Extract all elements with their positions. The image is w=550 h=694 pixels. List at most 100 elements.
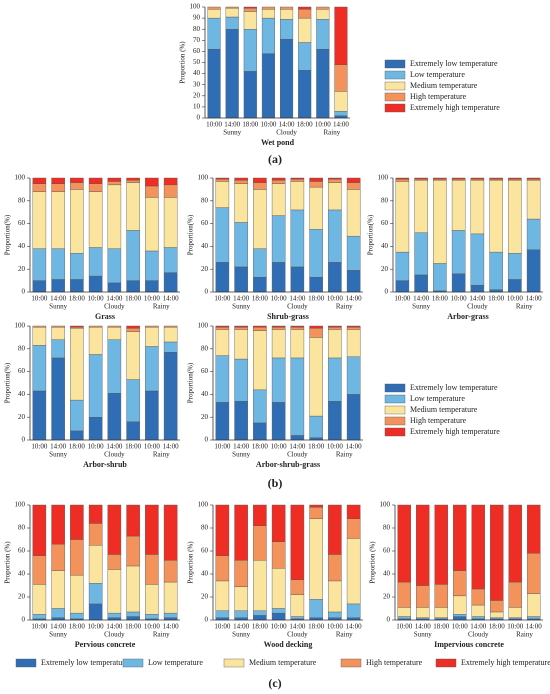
bar-segment <box>253 525 267 561</box>
bar-segment <box>328 326 342 330</box>
bar-segment <box>215 610 230 618</box>
bar-segment <box>51 326 65 340</box>
bar-segment <box>107 504 122 555</box>
bar-segment <box>32 326 47 346</box>
bar-segment <box>346 329 361 357</box>
legend-swatch <box>435 658 457 668</box>
bar-segment <box>107 612 122 618</box>
bar-segment <box>163 325 178 328</box>
bar-segment <box>225 29 239 119</box>
bar-segment <box>453 616 467 621</box>
x-tick-label: 18:00 <box>252 623 268 631</box>
x-tick-label: 18:00 <box>125 443 141 451</box>
bar-segment <box>490 600 504 613</box>
x-tick-label: 18:00 <box>488 295 504 303</box>
x-tick-label: 10:00 <box>327 623 343 631</box>
legend-label: Extremely high temperature <box>461 658 550 667</box>
legend-swatch <box>223 658 245 668</box>
bar-segment <box>416 504 430 586</box>
bar-segment <box>145 280 159 293</box>
bar-segment <box>290 209 305 268</box>
group-label: Rainy <box>336 631 353 639</box>
bar-segment <box>328 325 342 328</box>
bar-segment <box>470 180 485 235</box>
bar-segment <box>70 328 84 401</box>
legend-label: Extremely low temperature <box>41 658 129 667</box>
x-tick-label: 18:00 <box>252 443 268 451</box>
y-tick-label: 60 <box>381 219 389 227</box>
bar-segment <box>253 330 267 391</box>
x-tick-label: 14:00 <box>233 295 249 303</box>
bar-segment <box>290 329 305 359</box>
bar-segment <box>271 357 286 403</box>
x-tick-label: 10:00 <box>271 443 287 451</box>
group-label: Rainy <box>153 631 170 639</box>
bar-segment <box>280 19 294 40</box>
bar-segment <box>395 251 410 281</box>
group-label: Sunny <box>412 303 430 311</box>
x-tick-label: 18:00 <box>69 623 85 631</box>
bar-segment <box>453 504 467 571</box>
y-tick-label: 50 <box>193 58 201 66</box>
y-tick-label: 0 <box>385 288 389 296</box>
x-tick-label: 18:00 <box>308 623 324 631</box>
bar-segment <box>271 568 286 609</box>
bar-segment <box>309 229 323 278</box>
bar-segment <box>451 273 466 293</box>
bar-segment <box>207 6 221 10</box>
bar-segment <box>309 599 323 618</box>
y-tick-label: 90 <box>193 14 201 22</box>
y-tick-label: 20 <box>381 265 389 273</box>
bar-segment <box>207 9 221 19</box>
bar-segment <box>328 209 342 263</box>
x-tick-label: 14:00 <box>526 295 542 303</box>
x-tick-label: 14:00 <box>333 121 349 129</box>
y-tick-label: 60 <box>18 367 26 375</box>
bar-segment <box>215 580 230 612</box>
group-label: Cloudy <box>104 631 125 639</box>
x-tick-label: 18:00 <box>297 121 313 129</box>
bar-segment <box>145 346 159 392</box>
bar-segment <box>88 326 103 355</box>
bar-segment <box>243 7 257 12</box>
bar-segment <box>309 276 323 293</box>
bar-segment <box>126 230 140 281</box>
bar-segment <box>70 612 84 620</box>
bar-segment <box>271 608 286 614</box>
bar-segment <box>316 9 330 20</box>
bar-segment <box>309 177 323 182</box>
y-tick-label: 10 <box>193 103 201 111</box>
bar-segment <box>225 16 239 30</box>
x-tick-label: 10:00 <box>206 121 222 129</box>
bar-segment <box>397 607 411 617</box>
bar-segment <box>88 417 103 441</box>
group-label: Sunny <box>232 631 250 639</box>
group-label: Cloudy <box>287 451 308 459</box>
bar-segment <box>126 182 140 231</box>
bar-segment <box>271 183 286 216</box>
group-label: Cloudy <box>467 303 488 311</box>
bar-segment <box>107 339 122 394</box>
y-tick-label: 60 <box>201 547 209 555</box>
bar-segment <box>290 181 305 211</box>
group-label: Sunny <box>49 451 67 459</box>
bar-segment <box>298 42 312 71</box>
x-tick-label: 10:00 <box>144 295 160 303</box>
bar-segment <box>309 325 323 329</box>
bar-segment <box>163 352 178 441</box>
bar-segment <box>88 191 103 248</box>
group-label: Sunny <box>232 451 250 459</box>
bar-segment <box>32 191 47 249</box>
bar-segment <box>70 177 84 183</box>
x-tick-label: 10:00 <box>214 623 230 631</box>
y-axis-label: Proportion (%) <box>369 541 377 584</box>
bar-segment <box>215 329 230 356</box>
legend-label: Extremely low temperature <box>410 383 498 392</box>
x-tick-label: 10:00 <box>327 443 343 451</box>
bar-segment <box>88 275 103 293</box>
y-tick-label: 20 <box>18 413 26 421</box>
y-tick-label: 0 <box>197 114 201 122</box>
y-tick-label: 0 <box>22 288 26 296</box>
y-tick-label: 0 <box>387 616 391 624</box>
group-label: Rainy <box>336 303 353 311</box>
